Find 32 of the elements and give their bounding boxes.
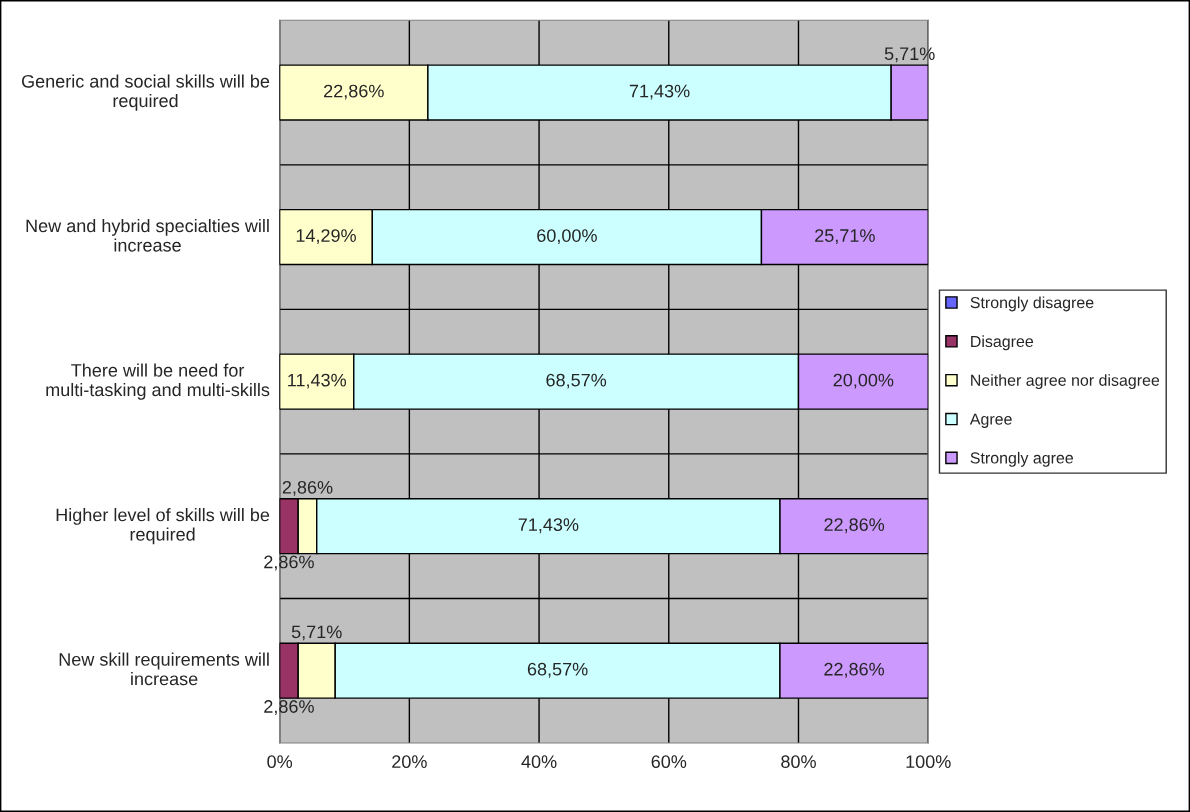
data-label: 68,57% [546,373,607,389]
data-label: 2,86% [282,480,333,496]
legend-label: Strongly agree [970,451,1073,467]
y-tick-label: New and hybrid specialties will increase [26,218,269,252]
data-label: 2,86% [264,700,314,716]
y-tick-label: There will be need for multi-tasking and multi-skills [46,363,270,400]
data-label: 68,57% [527,662,588,678]
data-label: 22,86% [824,518,885,534]
legend-label: Neither agree nor disagree [971,374,1160,390]
x-tick-label: 80% [781,755,816,769]
x-tick-label: 0% [267,755,293,769]
x-tick-label: 60% [651,755,687,769]
x-tick-label: 20% [392,755,427,769]
legend-label: Agree [969,413,1012,428]
data-label: 2,86% [264,555,314,571]
y-tick-label: Generic and social skills will be required [21,74,270,111]
data-label: 11,43% [288,373,347,389]
data-label: 20,00% [833,373,894,389]
y-tick-label: Higher level of skills will be required [56,508,270,545]
data-label: 5,71% [291,625,342,641]
legend-label: Strongly disagree [970,296,1094,312]
data-label: 71,43% [629,84,690,100]
x-tick-label: 40% [521,755,557,769]
x-tick-label: 100% [906,755,951,769]
data-label: 71,43% [518,518,579,534]
data-label: 25,71% [815,229,875,245]
data-label: 22,86% [324,84,384,100]
data-label: 60,00% [537,229,597,245]
data-label: 14,29% [296,229,356,245]
data-label: 22,86% [824,662,885,678]
legend-label: Disagree [971,335,1034,351]
y-tick-label: New skill requirements will increase [59,652,269,686]
